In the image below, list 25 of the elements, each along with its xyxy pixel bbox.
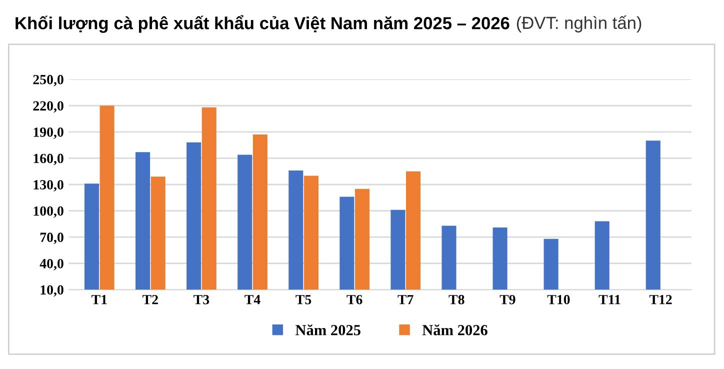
x-tick-label: T9 bbox=[500, 294, 516, 304]
x-tick-label: T11 bbox=[598, 294, 620, 304]
x-tick-label: T6 bbox=[346, 294, 362, 304]
chart-title: Khối lượng cà phê xuất khẩu của Việt Nam năm 2025 – 2026 bbox=[16, 15, 510, 33]
y-tick-label: 40,0 bbox=[40, 258, 64, 270]
y-tick-label: 10,0 bbox=[40, 285, 64, 297]
x-tick-label: T7 bbox=[398, 295, 414, 304]
x-tick-label: T2 bbox=[142, 294, 158, 304]
y-tick-label: 70,0 bbox=[40, 232, 64, 244]
x-tick-label: T8 bbox=[448, 294, 464, 304]
y-tick-label: 100,0 bbox=[34, 206, 64, 218]
y-tick-label: 220,0 bbox=[33, 101, 64, 113]
x-tick-label: T10 bbox=[547, 294, 570, 304]
legend-label: Năm 2025 bbox=[296, 324, 360, 336]
x-tick-label: T4 bbox=[244, 295, 260, 304]
x-tick-label: T1 bbox=[92, 294, 107, 304]
chart-subtitle: (ĐVT: nghìn tấn) bbox=[516, 16, 642, 32]
x-tick-label: T12 bbox=[649, 294, 672, 304]
y-tick-label: 130,0 bbox=[34, 180, 64, 192]
x-tick-label: T5 bbox=[296, 295, 312, 304]
y-tick-label: 190,0 bbox=[34, 128, 64, 139]
x-tick-label: T3 bbox=[194, 294, 210, 304]
y-tick-label: 160,0 bbox=[34, 154, 64, 166]
legend-label: Năm 2026 bbox=[422, 324, 488, 336]
y-tick-label: 250,0 bbox=[33, 74, 64, 86]
